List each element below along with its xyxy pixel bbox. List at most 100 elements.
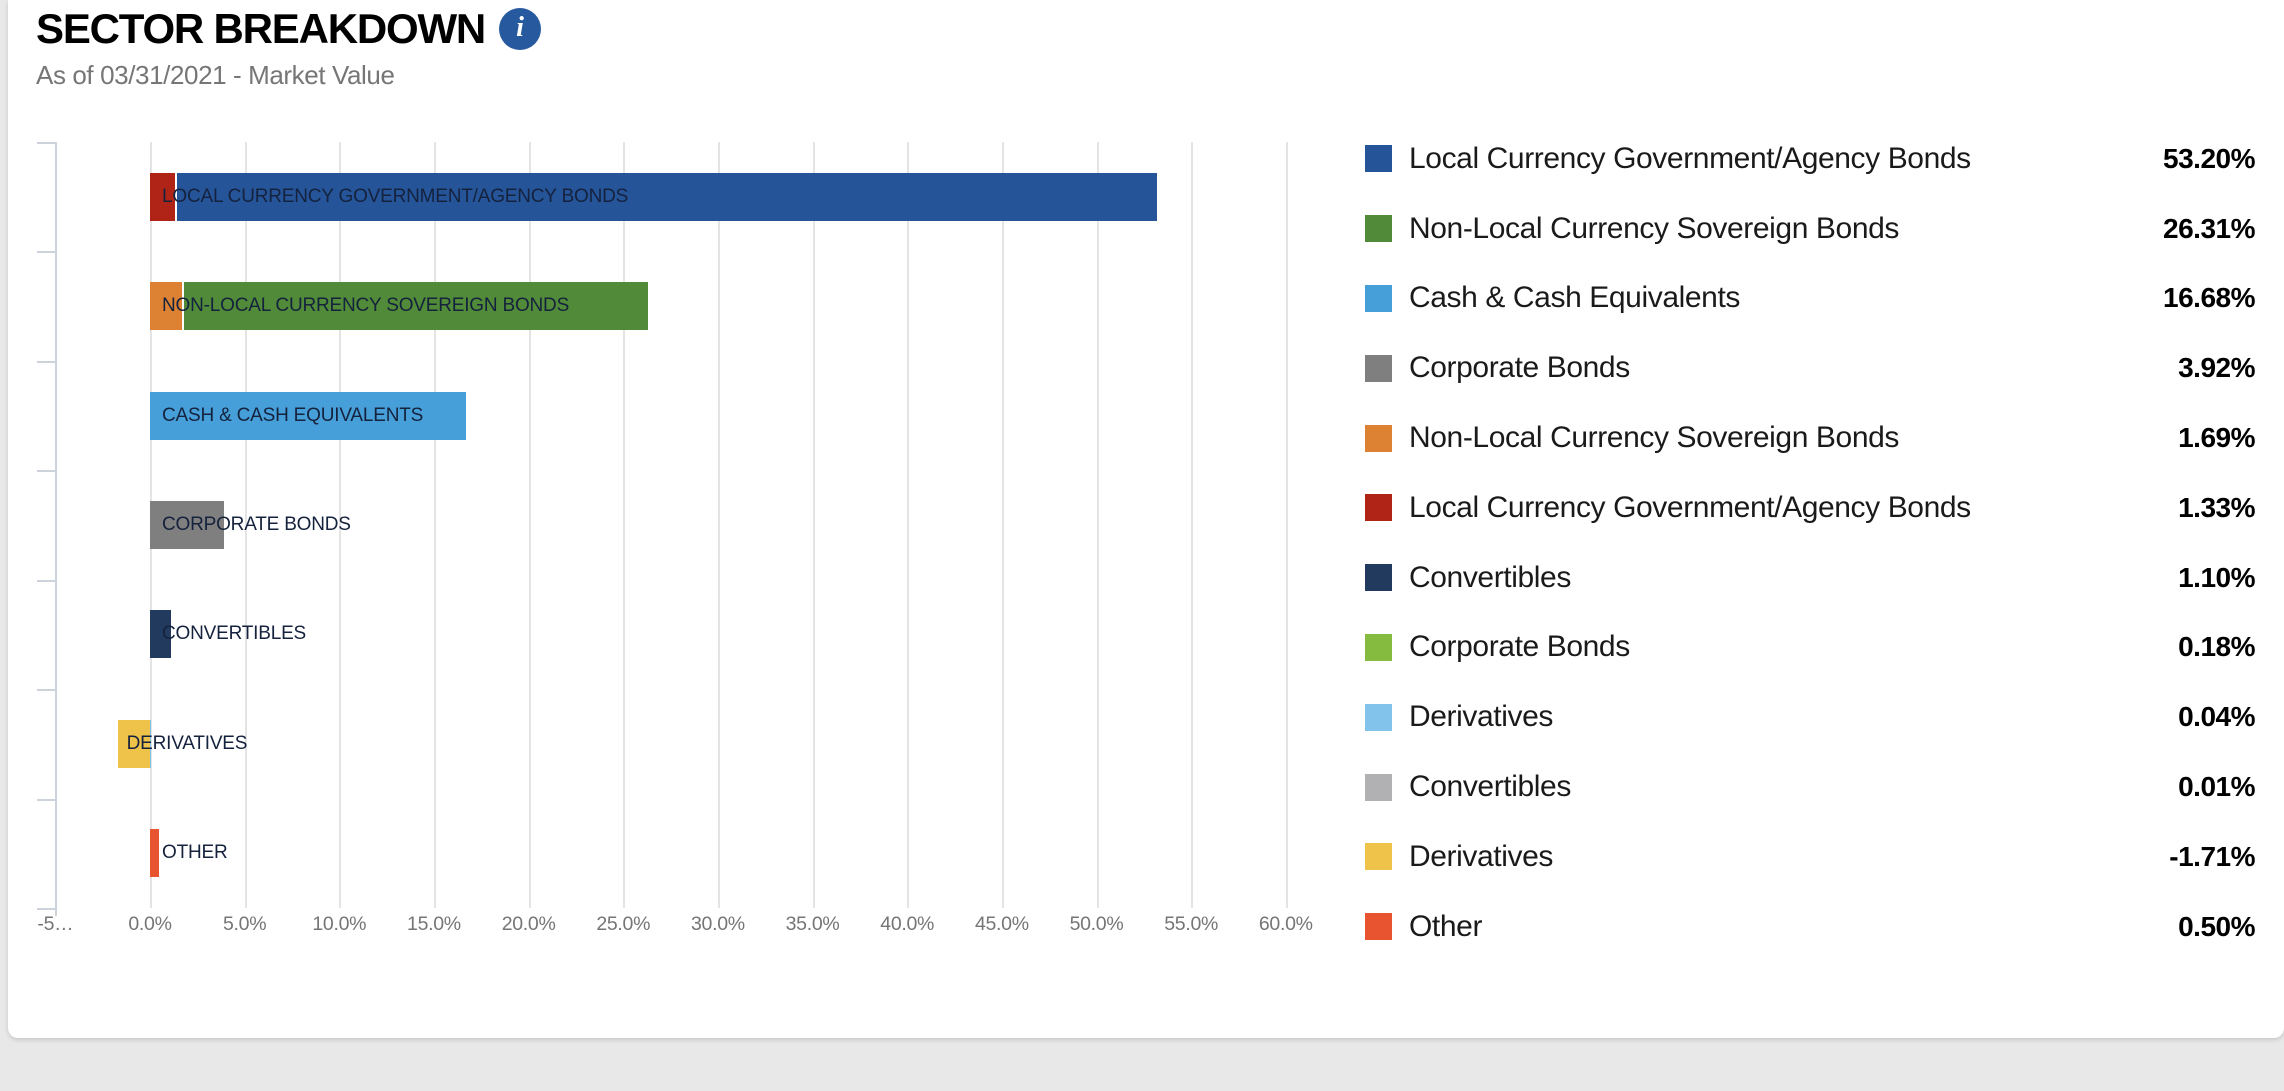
legend-item[interactable]: Corporate Bonds 0.18% [1365,613,2255,683]
legend-value: 0.50% [2178,910,2255,942]
info-icon-glyph: i [516,12,524,44]
legend-item[interactable]: Convertibles 0.01% [1365,752,2255,822]
legend-swatch [1365,354,1392,382]
legend-item[interactable]: Local Currency Government/Agency Bonds 1.… [1365,473,2255,543]
legend-swatch [1365,633,1392,661]
legend-swatch [1365,773,1392,801]
legend-swatch [1365,145,1392,173]
y-axis-tick [37,689,56,692]
legend-value: 16.68% [2163,282,2255,314]
legend-label: Non-Local Currency Sovereign Bonds [1409,421,1899,455]
legend-item[interactable]: Non-Local Currency Sovereign Bonds 1.69% [1365,403,2255,473]
info-icon[interactable]: i [499,8,542,51]
bar-label: CASH & CASH EQUIVALENTS [162,404,424,426]
x-axis-tick-label: 55.0% [1164,913,1219,935]
legend-label: Local Currency Government/Agency Bonds [1409,490,1971,524]
gridline [1285,142,1288,908]
chart-header: SECTOR BREAKDOWN i As of 03/31/2021 - Ma… [36,5,542,91]
chart-legend: Local Currency Government/Agency Bonds 53… [1365,124,2255,962]
legend-value: 1.10% [2178,561,2255,593]
y-axis-tick [37,360,56,363]
legend-label: Convertibles [1409,770,1571,804]
legend-item[interactable]: Corporate Bonds 3.92% [1365,333,2255,403]
legend-value: 3.92% [2178,352,2255,384]
legend-swatch [1365,913,1392,941]
x-axis-tick-label: 25.0% [596,913,651,935]
x-axis-tick-label: 10.0% [312,913,367,935]
bar-segment[interactable] [117,719,150,768]
bar-segment[interactable] [150,719,151,768]
x-axis-tick-label: 40.0% [880,913,935,935]
legend-item[interactable]: Convertibles 1.10% [1365,543,2255,613]
bar-segment[interactable] [150,172,178,221]
legend-value: 1.69% [2178,422,2255,454]
legend-label: Derivatives [1409,839,1553,873]
legend-label: Corporate Bonds [1409,630,1630,664]
legend-value: -1.71% [2169,840,2255,872]
legend-swatch [1365,215,1392,243]
gridline [528,142,531,908]
bar-segment[interactable] [150,172,1158,221]
bar-label: CORPORATE BONDS [162,514,351,535]
bar-segment[interactable] [150,610,171,659]
page-title: SECTOR BREAKDOWN [36,5,486,52]
y-axis-tick [37,251,56,254]
gridline [907,142,910,908]
legend-swatch [1365,284,1392,312]
x-axis-tick-label: 35.0% [785,913,840,935]
x-axis-tick-label: 0.0% [128,913,172,935]
bar-label: OTHER [162,842,228,864]
y-axis-tick [37,798,56,801]
legend-item[interactable]: Derivatives 0.04% [1365,682,2255,752]
sector-breakdown-chart: -5… 0.0% 5.0% 10.0% 15.0% 20.0% 25.0% 30.0% 35.0… [8,0,2284,1038]
legend-label: Local Currency Government/Agency Bonds [1409,141,1971,175]
y-axis [55,142,58,916]
legend-swatch [1365,564,1392,592]
legend-label: Other [1409,909,1483,943]
title-row: SECTOR BREAKDOWN i [36,5,542,52]
bar-label: LOCAL CURRENCY GOVERNMENT/AGENCY BONDS [162,185,629,207]
y-axis-tick [37,470,56,473]
x-axis-tick-label: 60.0% [1258,913,1313,935]
gridline [812,142,815,908]
legend-value: 26.31% [2163,212,2255,244]
bar-segment[interactable] [150,829,160,878]
legend-swatch [1365,494,1392,522]
y-axis-tick [37,908,56,910]
bar-segment[interactable] [150,501,225,549]
x-axis-tick-label: 15.0% [407,913,461,935]
gridline [1001,142,1004,908]
legend-item[interactable]: Cash & Cash Equivalents 16.68% [1365,264,2255,334]
gridline [339,142,342,908]
bar-segment[interactable] [150,391,466,440]
legend-item[interactable]: Non-Local Currency Sovereign Bonds 26.31% [1365,194,2255,264]
x-axis-tick-label: 50.0% [1069,913,1124,935]
gridline [244,142,247,908]
legend-label: Cash & Cash Equivalents [1409,281,1740,315]
legend-item[interactable]: Local Currency Government/Agency Bonds 53… [1365,124,2255,194]
legend-swatch [1365,843,1392,871]
bar-segment[interactable] [150,282,184,331]
gridline [623,142,626,908]
x-axis-tick-label: 20.0% [501,913,556,935]
y-axis-tick [37,142,56,144]
bar-label: NON-LOCAL CURRENCY SOVEREIGN BONDS [162,295,570,317]
legend-item[interactable]: Derivatives -1.71% [1365,822,2255,892]
legend-value: 0.18% [2178,631,2255,663]
legend-label: Corporate Bonds [1409,351,1630,385]
y-axis-tick [37,579,56,582]
bar-label: DERIVATIVES [126,732,248,754]
legend-swatch [1365,424,1392,452]
legend-value: 0.01% [2178,771,2255,803]
legend-label: Derivatives [1409,700,1553,734]
legend-swatch [1365,703,1392,731]
gridline [717,142,720,908]
legend-item[interactable]: Other 0.50% [1365,892,2255,962]
legend-value: 0.04% [2178,701,2255,733]
bar-segment[interactable] [150,282,649,331]
bar-label: CONVERTIBLES [162,623,307,645]
x-axis-tick-label: 30.0% [690,913,745,935]
x-axis-tick-label: 5.0% [223,913,267,935]
x-axis-tick-label: 45.0% [974,913,1029,935]
x-axis-tick-label: -5… [37,913,74,935]
